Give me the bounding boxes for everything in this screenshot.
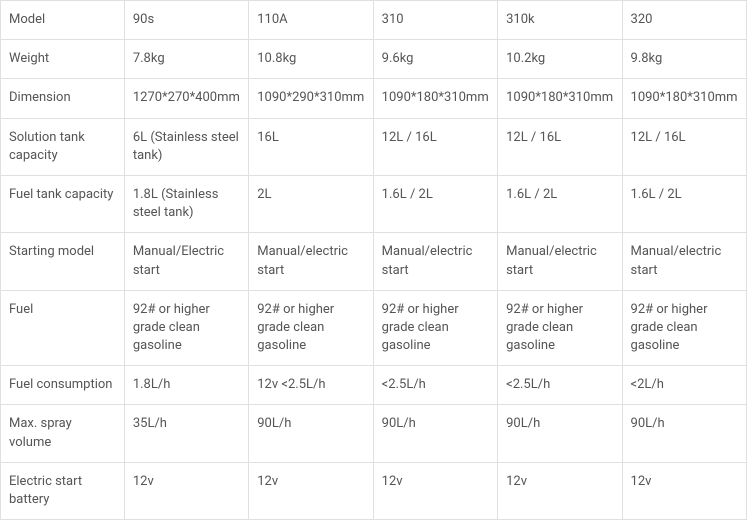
cell: <2.5L/h xyxy=(498,366,622,405)
cell: 90L/h xyxy=(498,405,622,462)
cell: 35L/h xyxy=(124,405,248,462)
cell: 12L / 16L xyxy=(498,118,622,175)
cell: 90L/h xyxy=(622,405,746,462)
col-header: 110A xyxy=(249,1,373,40)
cell: 92# or higher grade clean gasoline xyxy=(622,290,746,366)
row-label: Electric start battery xyxy=(1,462,125,519)
cell: 1090*180*310mm xyxy=(373,79,497,118)
cell: 92# or higher grade clean gasoline xyxy=(124,290,248,366)
cell: 90L/h xyxy=(373,405,497,462)
cell: 9.8kg xyxy=(622,40,746,79)
cell: 12v xyxy=(373,462,497,519)
table-body: Weight 7.8kg 10.8kg 9.6kg 10.2kg 9.8kg D… xyxy=(1,40,747,520)
cell: 90L/h xyxy=(249,405,373,462)
cell: 12L / 16L xyxy=(373,118,497,175)
row-label: Solution tank capacity xyxy=(1,118,125,175)
col-header: Model xyxy=(1,1,125,40)
row-label: Weight xyxy=(1,40,125,79)
cell: <2L/h xyxy=(622,366,746,405)
cell: 92# or higher grade clean gasoline xyxy=(249,290,373,366)
table-row: Dimension 1270*270*400mm 1090*290*310mm … xyxy=(1,79,747,118)
cell: 9.6kg xyxy=(373,40,497,79)
cell: 10.2kg xyxy=(498,40,622,79)
cell: 1090*180*310mm xyxy=(498,79,622,118)
col-header: 310k xyxy=(498,1,622,40)
cell: 1.6L / 2L xyxy=(622,175,746,232)
cell: 2L xyxy=(249,175,373,232)
cell: 1.6L / 2L xyxy=(373,175,497,232)
col-header: 320 xyxy=(622,1,746,40)
cell: 92# or higher grade clean gasoline xyxy=(373,290,497,366)
cell: 1090*290*310mm xyxy=(249,79,373,118)
cell: 12v xyxy=(622,462,746,519)
table-row: Max. spray volume 35L/h 90L/h 90L/h 90L/… xyxy=(1,405,747,462)
table-row: Fuel tank capacity 1.8L (Stainless steel… xyxy=(1,175,747,232)
cell: Manual/electric start xyxy=(249,233,373,290)
row-label: Max. spray volume xyxy=(1,405,125,462)
table-row: Electric start battery 12v 12v 12v 12v 1… xyxy=(1,462,747,519)
cell: 1270*270*400mm xyxy=(124,79,248,118)
row-label: Dimension xyxy=(1,79,125,118)
row-label: Starting model xyxy=(1,233,125,290)
cell: 92# or higher grade clean gasoline xyxy=(498,290,622,366)
cell: 10.8kg xyxy=(249,40,373,79)
table-row: Weight 7.8kg 10.8kg 9.6kg 10.2kg 9.8kg xyxy=(1,40,747,79)
cell: 1.6L / 2L xyxy=(498,175,622,232)
table-row: Fuel 92# or higher grade clean gasoline … xyxy=(1,290,747,366)
cell: 12L / 16L xyxy=(622,118,746,175)
cell: Manual/electric start xyxy=(373,233,497,290)
cell: Manual/Electric start xyxy=(124,233,248,290)
cell: 12v xyxy=(498,462,622,519)
cell: 1.8L/h xyxy=(124,366,248,405)
cell: 12v xyxy=(124,462,248,519)
cell: 1.8L (Stainless steel tank) xyxy=(124,175,248,232)
cell: 12v xyxy=(249,462,373,519)
table-row: Solution tank capacity 6L (Stainless ste… xyxy=(1,118,747,175)
cell: 16L xyxy=(249,118,373,175)
row-label: Fuel tank capacity xyxy=(1,175,125,232)
table-row: Fuel consumption 1.8L/h 12v <2.5L/h <2.5… xyxy=(1,366,747,405)
row-label: Fuel consumption xyxy=(1,366,125,405)
table-header-row: Model 90s 110A 310 310k 320 xyxy=(1,1,747,40)
table-row: Starting model Manual/Electric start Man… xyxy=(1,233,747,290)
cell: 1090*180*310mm xyxy=(622,79,746,118)
cell: 6L (Stainless steel tank) xyxy=(124,118,248,175)
col-header: 310 xyxy=(373,1,497,40)
col-header: 90s xyxy=(124,1,248,40)
cell: <2.5L/h xyxy=(373,366,497,405)
row-label: Fuel xyxy=(1,290,125,366)
cell: Manual/electric start xyxy=(498,233,622,290)
spec-table: Model 90s 110A 310 310k 320 Weight 7.8kg… xyxy=(0,0,747,520)
cell: 7.8kg xyxy=(124,40,248,79)
cell: Manual/electric start xyxy=(622,233,746,290)
cell: 12v <2.5L/h xyxy=(249,366,373,405)
